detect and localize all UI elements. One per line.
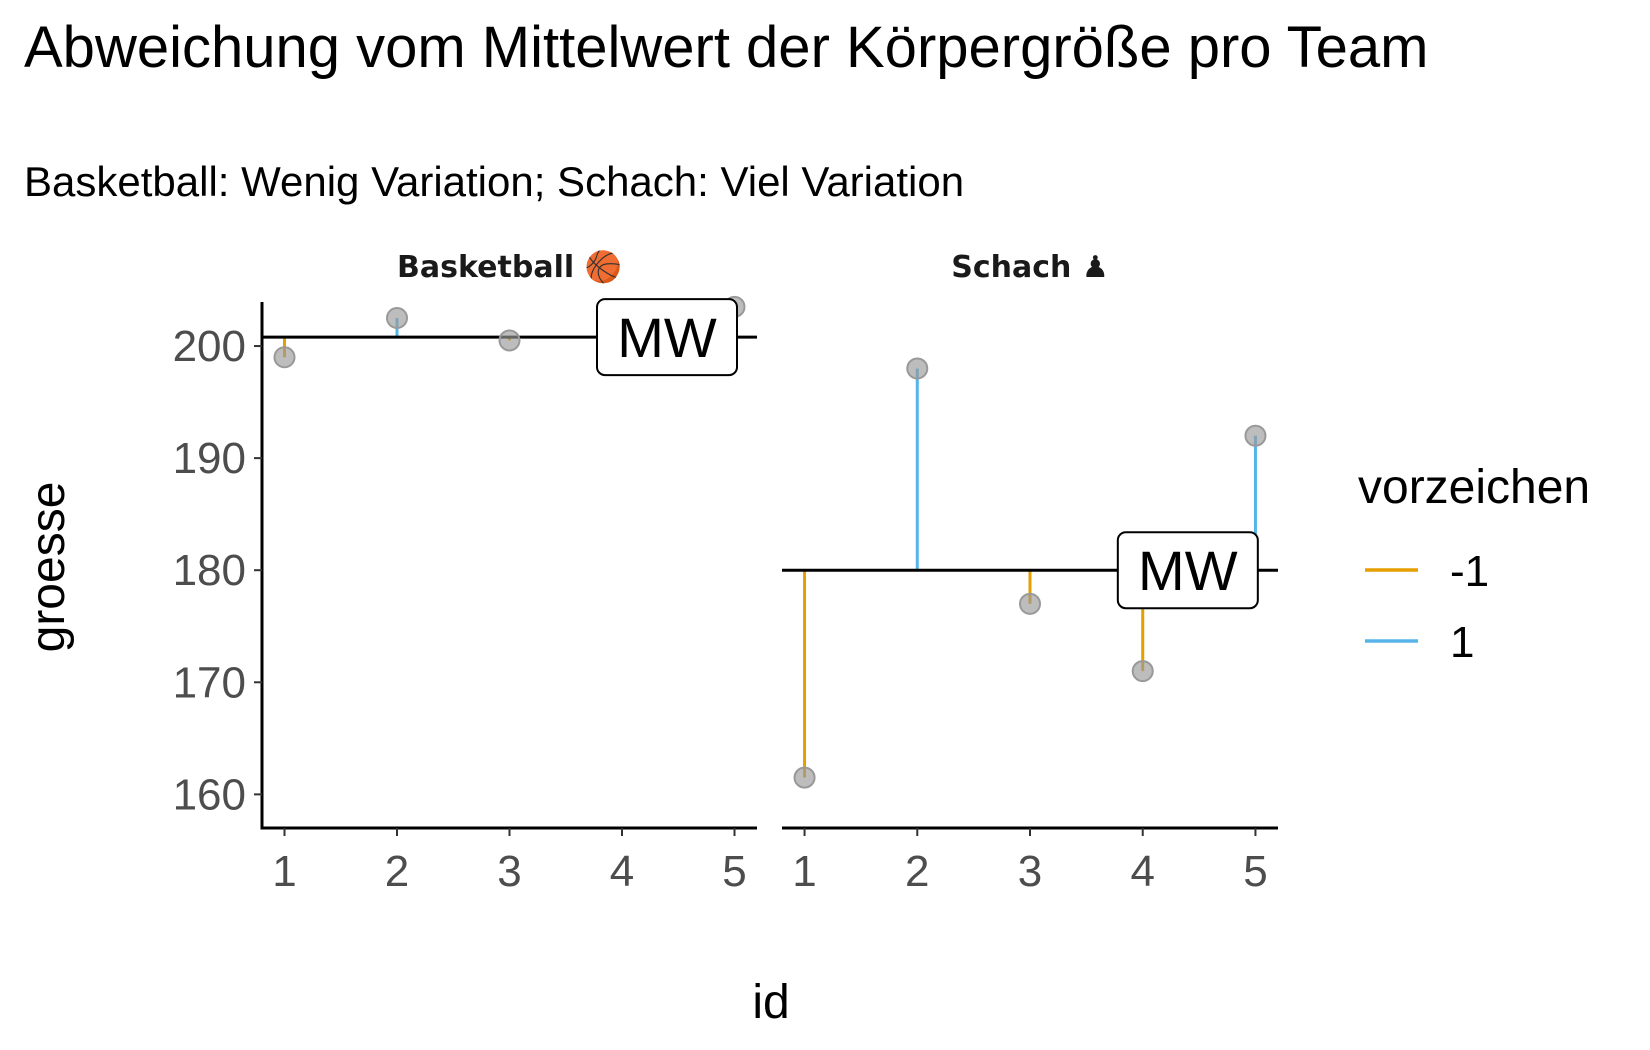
x-tick-label: 5 — [1243, 847, 1267, 896]
facet-panel-2: Schach ♟ 1 2 3 4 5 MW — [782, 250, 1278, 896]
data-point — [1244, 424, 1267, 447]
y-axis-title: groesse — [22, 482, 75, 653]
data-point — [906, 357, 929, 380]
legend: vorzeichen -1 1 — [1358, 461, 1590, 667]
x-tick-label: 4 — [1130, 847, 1154, 896]
facet-strip-label: Schach ♟ — [951, 250, 1108, 285]
legend-label: 1 — [1450, 618, 1474, 667]
data-point — [793, 766, 816, 789]
x-tick-label: 4 — [610, 847, 634, 896]
y-tick-label: 160 — [173, 770, 246, 819]
x-tick-label: 3 — [497, 847, 521, 896]
facet-strip-label: Basketball 🏀 — [397, 247, 622, 286]
mean-label: MW — [1138, 539, 1238, 602]
y-tick-label: 180 — [173, 546, 246, 595]
legend-title: vorzeichen — [1358, 461, 1590, 514]
data-point — [1131, 660, 1154, 683]
x-axis-title: id — [752, 976, 789, 1029]
x-tick-label: 2 — [905, 847, 929, 896]
x-tick-label: 1 — [792, 847, 816, 896]
x-tick-label: 1 — [272, 847, 296, 896]
chart-title: Abweichung vom Mittelwert der Körpergröß… — [24, 15, 1429, 80]
data-point — [386, 307, 408, 330]
y-tick-label: 170 — [173, 658, 246, 707]
legend-label: -1 — [1450, 547, 1489, 596]
mean-label-box — [596, 298, 738, 377]
data-point — [273, 346, 296, 369]
mean-label-box — [1116, 531, 1259, 610]
x-tick-label: 3 — [1018, 847, 1042, 896]
chart-subtitle: Basketball: Wenig Variation; Schach: Vie… — [24, 158, 965, 205]
x-tick-label: 5 — [722, 847, 746, 896]
data-point — [1019, 592, 1041, 615]
data-point — [498, 329, 521, 352]
facet-panel-1: Basketball 🏀 160 170 180 190 200 1 2 3 4 5 MW — [173, 247, 757, 896]
mean-label: MW — [617, 306, 717, 369]
x-tick-label: 2 — [385, 847, 409, 896]
y-tick-label: 200 — [173, 322, 246, 371]
y-tick-label: 190 — [173, 434, 246, 483]
